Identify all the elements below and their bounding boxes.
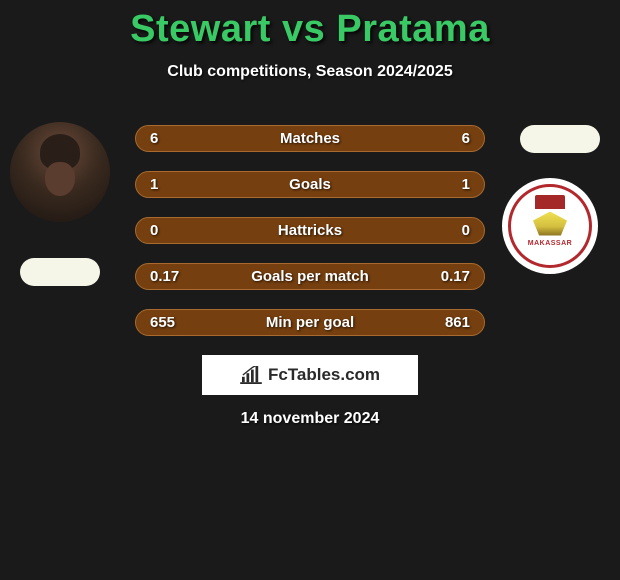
stat-row-min-per-goal: 655 Min per goal 861 bbox=[135, 309, 485, 336]
stat-right-value: 0 bbox=[462, 222, 470, 239]
stat-label: Min per goal bbox=[136, 314, 484, 331]
stat-right-value: 0.17 bbox=[441, 268, 470, 285]
comparison-card: Stewart vs Pratama Club competitions, Se… bbox=[0, 0, 620, 580]
stat-row-hattricks: 0 Hattricks 0 bbox=[135, 217, 485, 244]
shield-icon bbox=[533, 212, 567, 236]
stat-row-goals-per-match: 0.17 Goals per match 0.17 bbox=[135, 263, 485, 290]
page-title: Stewart vs Pratama bbox=[0, 0, 620, 51]
watermark-text: FcTables.com bbox=[268, 365, 380, 385]
stat-label: Goals per match bbox=[136, 268, 484, 285]
player-a-name: Stewart bbox=[130, 8, 271, 50]
player-a-avatar bbox=[10, 122, 110, 222]
player-b-club-badge: MAKASSAR bbox=[502, 178, 598, 274]
stat-left-value: 0.17 bbox=[150, 268, 179, 285]
competition-subtitle: Club competitions, Season 2024/2025 bbox=[0, 63, 620, 81]
player-b-placeholder-oval bbox=[520, 125, 600, 153]
stat-row-matches: 6 Matches 6 bbox=[135, 125, 485, 152]
stat-label: Matches bbox=[136, 130, 484, 147]
watermark: FcTables.com bbox=[202, 355, 418, 395]
psm-badge-inner: MAKASSAR bbox=[508, 184, 592, 268]
stat-right-value: 6 bbox=[462, 130, 470, 147]
stat-row-goals: 1 Goals 1 bbox=[135, 171, 485, 198]
date-line: 14 november 2024 bbox=[0, 410, 620, 428]
stat-label: Goals bbox=[136, 176, 484, 193]
player-a-club-badge bbox=[20, 258, 100, 286]
stat-right-value: 1 bbox=[462, 176, 470, 193]
stat-right-value: 861 bbox=[445, 314, 470, 331]
stat-table: 6 Matches 6 1 Goals 1 0 Hattricks 0 0.17… bbox=[135, 125, 485, 355]
stat-left-value: 655 bbox=[150, 314, 175, 331]
stat-left-value: 1 bbox=[150, 176, 158, 193]
stat-label: Hattricks bbox=[136, 222, 484, 239]
vs-separator: vs bbox=[282, 8, 325, 50]
bar-chart-icon bbox=[240, 366, 262, 384]
badge-club-name: MAKASSAR bbox=[528, 240, 572, 247]
stat-left-value: 6 bbox=[150, 130, 158, 147]
player-b-name: Pratama bbox=[336, 8, 489, 50]
stat-left-value: 0 bbox=[150, 222, 158, 239]
